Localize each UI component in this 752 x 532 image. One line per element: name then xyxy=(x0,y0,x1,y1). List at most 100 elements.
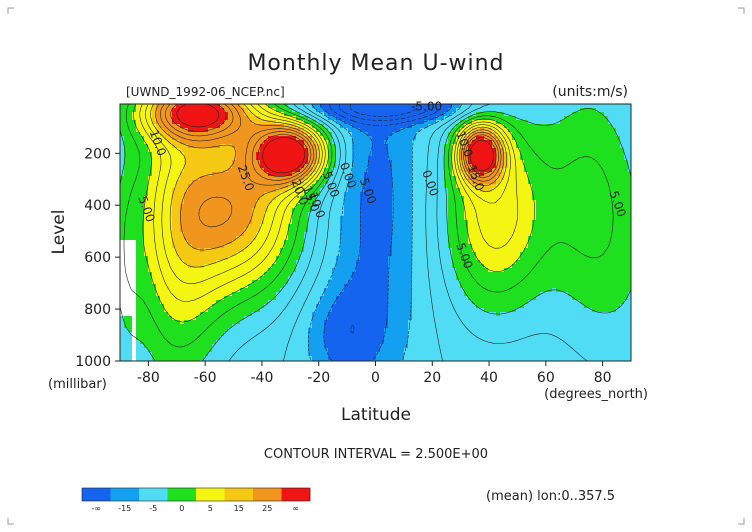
field-cell xyxy=(376,212,381,217)
field-cell xyxy=(368,256,373,261)
field-cell xyxy=(152,196,157,201)
field-cell xyxy=(272,340,277,345)
field-cell xyxy=(204,344,209,349)
field-cell xyxy=(152,120,157,125)
field-cell xyxy=(384,116,389,121)
field-cell xyxy=(132,292,137,297)
field-cell xyxy=(304,320,309,325)
field-cell xyxy=(272,212,277,217)
field-cell xyxy=(408,244,413,249)
field-cell xyxy=(192,160,197,165)
field-cell xyxy=(348,328,353,333)
field-cell xyxy=(336,196,341,201)
field-cell xyxy=(292,248,297,253)
field-cell xyxy=(188,284,193,289)
field-cell xyxy=(352,212,357,217)
field-cell xyxy=(204,212,209,217)
field-cell xyxy=(152,176,157,181)
field-cell xyxy=(144,152,149,157)
field-cell xyxy=(208,328,213,333)
field-cell xyxy=(140,348,145,353)
field-cell xyxy=(136,276,141,281)
field-cell xyxy=(200,176,205,181)
field-cell xyxy=(264,212,269,217)
field-cell xyxy=(212,336,217,341)
field-cell xyxy=(392,332,397,337)
field-cell xyxy=(124,352,129,357)
field-cell xyxy=(324,264,329,269)
field-cell xyxy=(136,112,141,117)
field-cell xyxy=(284,136,289,141)
field-cell xyxy=(140,124,145,129)
field-cell xyxy=(192,228,197,233)
field-cell xyxy=(264,356,269,361)
field-cell xyxy=(240,336,245,341)
field-cell xyxy=(344,140,349,145)
field-cell xyxy=(136,140,141,145)
field-cell xyxy=(384,144,389,149)
field-cell xyxy=(332,188,337,193)
field-cell xyxy=(212,356,217,361)
field-cell xyxy=(172,112,177,117)
field-cell xyxy=(184,136,189,141)
field-cell xyxy=(296,112,301,117)
field-cell xyxy=(412,300,417,305)
field-cell xyxy=(300,200,305,205)
field-cell xyxy=(336,232,341,237)
field-cell xyxy=(300,356,305,361)
field-cell xyxy=(420,192,425,197)
field-cell xyxy=(220,188,225,193)
field-cell xyxy=(356,212,361,217)
field-cell xyxy=(124,240,129,245)
field-cell xyxy=(140,176,145,181)
field-cell xyxy=(308,244,313,249)
field-cell xyxy=(316,336,321,341)
field-cell xyxy=(220,224,225,229)
field-cell xyxy=(312,292,317,297)
field-cell xyxy=(376,348,381,353)
field-cell xyxy=(404,108,409,113)
field-cell xyxy=(356,220,361,225)
field-cell xyxy=(140,168,145,173)
field-cell xyxy=(356,316,361,321)
field-cell xyxy=(128,108,133,113)
field-cell xyxy=(248,332,253,337)
field-cell xyxy=(384,280,389,285)
field-cell xyxy=(360,312,365,317)
field-cell xyxy=(168,356,173,361)
field-cell xyxy=(272,320,277,325)
field-cell xyxy=(124,332,129,337)
field-cell xyxy=(340,276,345,281)
field-cell xyxy=(320,280,325,285)
field-cell xyxy=(200,260,205,265)
field-cell xyxy=(128,140,133,145)
field-cell xyxy=(356,192,361,197)
field-cell xyxy=(308,200,313,205)
field-cell xyxy=(196,328,201,333)
field-cell xyxy=(412,352,417,357)
field-cell xyxy=(188,104,193,109)
field-cell xyxy=(308,300,313,305)
field-cell xyxy=(396,112,401,117)
field-cell xyxy=(420,112,425,117)
field-cell xyxy=(420,168,425,173)
field-cell xyxy=(152,108,157,113)
field-cell xyxy=(132,344,137,349)
field-cell xyxy=(276,148,281,153)
field-cell xyxy=(328,304,333,309)
field-cell xyxy=(128,252,133,257)
field-cell xyxy=(416,248,421,253)
field-cell xyxy=(240,332,245,337)
field-cell xyxy=(400,336,405,341)
field-cell xyxy=(284,292,289,297)
field-cell xyxy=(392,120,397,125)
field-cell xyxy=(412,272,417,277)
field-cell xyxy=(184,328,189,333)
field-cell xyxy=(148,304,153,309)
field-cell xyxy=(192,232,197,237)
field-cell xyxy=(308,120,313,125)
field-cell xyxy=(308,284,313,289)
field-cell xyxy=(144,180,149,185)
field-cell xyxy=(172,356,177,361)
field-cell xyxy=(356,160,361,165)
